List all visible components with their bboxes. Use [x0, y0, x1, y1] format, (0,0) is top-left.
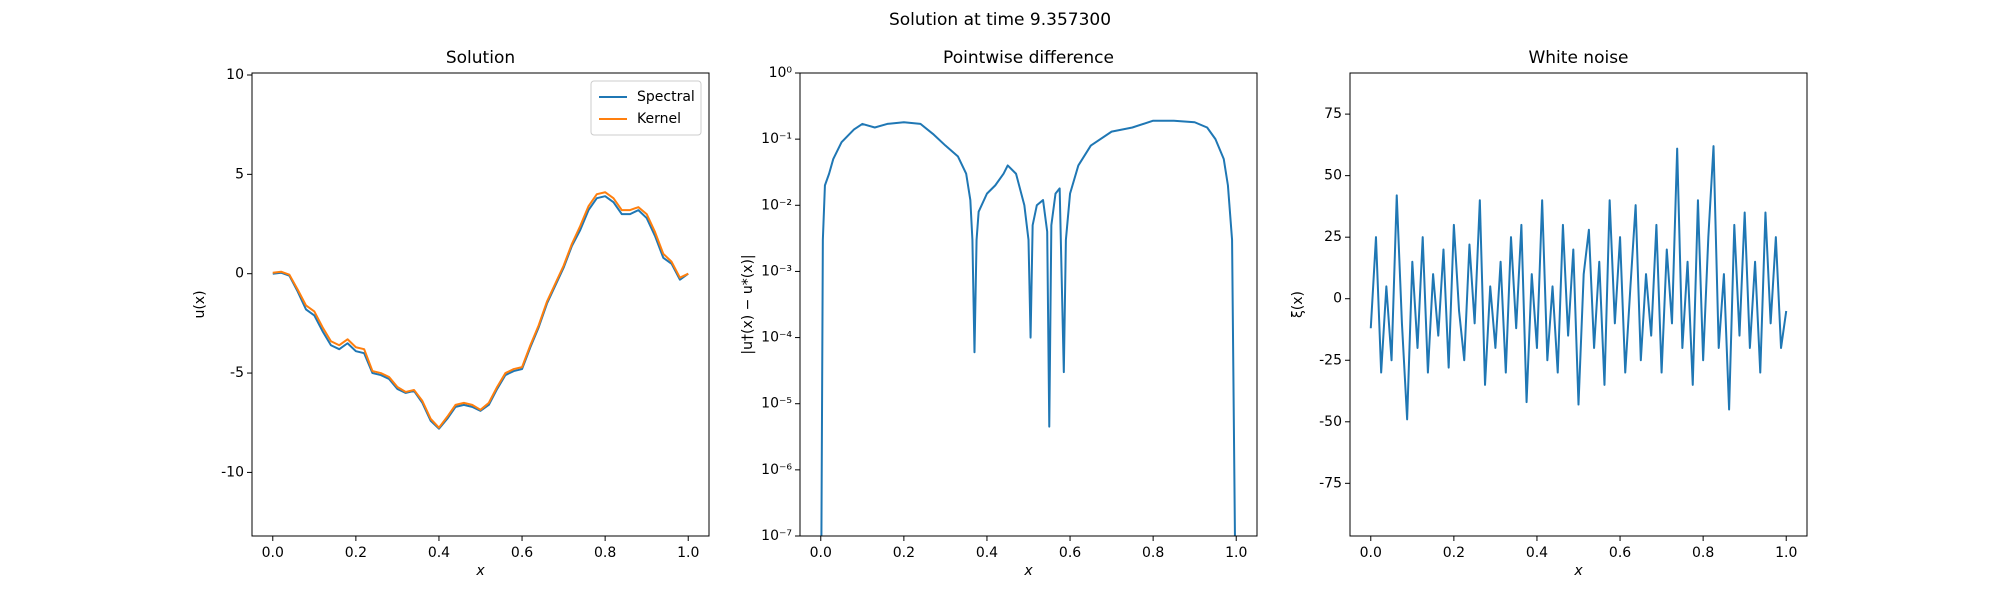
y-tick-label: 10	[226, 67, 244, 83]
subplot-title: Solution	[446, 48, 515, 68]
legend-label: Spectral	[637, 89, 695, 105]
axes-frame	[1349, 72, 1808, 537]
x-tick-label: 0.4	[976, 545, 998, 561]
x-tick-label: 0.8	[1142, 545, 1164, 561]
x-axis-label: x	[475, 563, 485, 579]
x-tick-label: 1.0	[677, 545, 699, 561]
y-axis-label: |u†(x) − u*(x)|	[740, 254, 756, 354]
y-tick-label: 10⁰	[769, 65, 793, 81]
x-tick-label: 0.8	[1692, 545, 1714, 561]
y-tick-label: 50	[1324, 168, 1342, 184]
y-tick-label: 10⁻⁷	[761, 528, 792, 544]
y-tick-label: -75	[1319, 475, 1342, 491]
y-axis-label: ξ(x)	[1290, 291, 1306, 318]
subplot-title: Pointwise difference	[943, 48, 1114, 68]
x-tick-label: 0.2	[1443, 545, 1465, 561]
x-tick-label: 0.2	[893, 545, 915, 561]
figure-title: Solution at time 9.357300	[889, 10, 1111, 30]
subplot: White noise x ξ(x) 0.0 0.2 0.4 0.6 0.8 1.0 -75 -50…	[1290, 48, 1808, 579]
x-tick-label: 1.0	[1775, 545, 1797, 561]
legend-label: Kernel	[637, 111, 681, 127]
x-tick-label: 0.0	[810, 545, 832, 561]
series-line	[272, 191, 689, 429]
x-tick-label: 0.8	[594, 545, 616, 561]
y-tick-label: 25	[1324, 229, 1342, 245]
x-tick-label: 0.4	[1526, 545, 1548, 561]
y-tick-label: 10⁻⁵	[761, 396, 792, 412]
subplot-title: White noise	[1528, 48, 1628, 68]
x-tick-label: 0.6	[1609, 545, 1631, 561]
subplot: Solution x u(x) 0.0 0.2 0.4 0.6 0.8 1.0 -10 -5 0 5 10…	[192, 48, 710, 579]
y-tick-label: -5	[230, 365, 244, 381]
axes-frame	[799, 72, 1258, 537]
x-tick-label: 0.0	[1360, 545, 1382, 561]
x-tick-label: 0.0	[262, 545, 284, 561]
y-tick-label: 10⁻⁶	[761, 462, 792, 478]
y-tick-label: -50	[1319, 414, 1342, 430]
x-tick-label: 1.0	[1225, 545, 1247, 561]
series-line	[820, 119, 1236, 536]
x-axis-label: x	[1023, 563, 1033, 579]
y-tick-label: 75	[1324, 106, 1342, 122]
x-tick-label: 0.4	[428, 545, 450, 561]
subplot: Pointwise difference x |u†(x) − u*(x)| 0.0 0…	[740, 48, 1258, 579]
x-axis-label: x	[1573, 563, 1583, 579]
x-tick-label: 0.2	[345, 545, 367, 561]
y-tick-label: 10⁻⁴	[761, 330, 792, 346]
y-tick-label: 0	[235, 266, 244, 282]
series-line	[1369, 145, 1788, 421]
y-axis-label: u(x)	[192, 290, 208, 318]
y-tick-label: 10⁻²	[761, 197, 792, 213]
x-tick-label: 0.6	[1059, 545, 1081, 561]
series-line	[272, 195, 689, 430]
y-tick-label: 10⁻¹	[761, 131, 792, 147]
axes-frame	[251, 72, 710, 537]
y-tick-label: 5	[235, 166, 244, 182]
y-tick-label: 0	[1333, 291, 1342, 307]
x-tick-label: 0.6	[511, 545, 533, 561]
legend-box	[590, 80, 702, 136]
y-tick-label: 10⁻³	[761, 263, 792, 279]
y-tick-label: -25	[1319, 352, 1342, 368]
y-tick-label: -10	[221, 464, 244, 480]
